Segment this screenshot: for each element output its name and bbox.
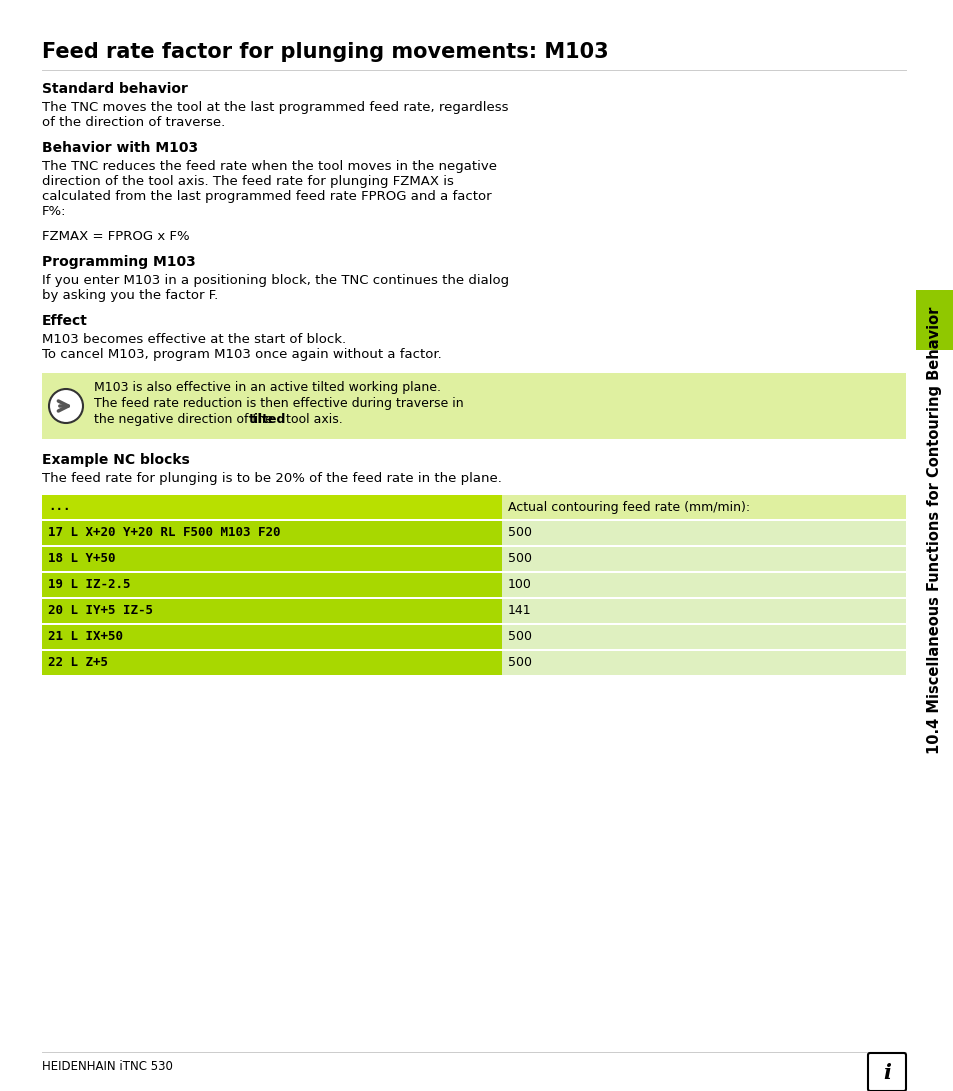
Text: of the direction of traverse.: of the direction of traverse. [42,116,225,129]
Text: M103 becomes effective at the start of block.: M103 becomes effective at the start of b… [42,333,346,346]
Text: HEIDENHAIN iTNC 530: HEIDENHAIN iTNC 530 [42,1060,172,1074]
Text: i: i [882,1063,890,1083]
Text: If you enter M103 in a positioning block, the TNC continues the dialog: If you enter M103 in a positioning block… [42,274,509,287]
Bar [501,547,905,571]
Text: Standard behavior: Standard behavior [42,82,188,96]
Text: 500: 500 [507,527,532,540]
Bar [42,495,501,519]
Text: The feed rate reduction is then effective during traverse in: The feed rate reduction is then effectiv… [94,397,463,410]
Bar [42,651,501,675]
Circle shape [49,389,83,423]
Bar [501,495,905,519]
Bar [42,625,501,649]
Text: 20 L IY+5 IZ-5: 20 L IY+5 IZ-5 [48,604,152,618]
Text: tilted: tilted [248,413,286,425]
Bar [501,651,905,675]
Text: ...: ... [48,501,71,514]
Text: Behavior with M103: Behavior with M103 [42,141,198,155]
Bar [42,521,501,546]
Bar [42,373,905,439]
Text: 141: 141 [507,604,531,618]
Text: Effect: Effect [42,314,88,328]
Text: The TNC moves the tool at the last programmed feed rate, regardless: The TNC moves the tool at the last progr… [42,101,508,113]
Text: F%:: F%: [42,205,67,218]
Bar [501,625,905,649]
Text: 19 L IZ-2.5: 19 L IZ-2.5 [48,578,131,591]
Text: tool axis.: tool axis. [282,413,343,425]
Text: 500: 500 [507,657,532,670]
Text: by asking you the factor F.: by asking you the factor F. [42,289,218,302]
FancyBboxPatch shape [867,1053,905,1091]
Text: Actual contouring feed rate (mm/min):: Actual contouring feed rate (mm/min): [507,501,749,514]
Text: the negative direction of the: the negative direction of the [94,413,276,425]
Text: calculated from the last programmed feed rate FPROG and a factor: calculated from the last programmed feed… [42,190,491,203]
Text: The TNC reduces the feed rate when the tool moves in the negative: The TNC reduces the feed rate when the t… [42,160,497,173]
Text: 10.4 Miscellaneous Functions for Contouring Behavior: 10.4 Miscellaneous Functions for Contour… [926,307,942,754]
Text: The feed rate for plunging is to be 20% of the feed rate in the plane.: The feed rate for plunging is to be 20% … [42,472,501,485]
Bar [42,547,501,571]
Text: Programming M103: Programming M103 [42,255,195,269]
Text: Feed rate factor for plunging movements: M103: Feed rate factor for plunging movements:… [42,41,608,62]
Text: 22 L Z+5: 22 L Z+5 [48,657,108,670]
Text: To cancel M103, program M103 once again without a factor.: To cancel M103, program M103 once again … [42,348,441,361]
Text: 100: 100 [507,578,532,591]
Text: FZMAX = FPROG x F%: FZMAX = FPROG x F% [42,230,190,243]
Bar [501,599,905,623]
Bar [501,521,905,546]
Text: 17 L X+20 Y+20 RL F500 M103 F20: 17 L X+20 Y+20 RL F500 M103 F20 [48,527,280,540]
Text: 21 L IX+50: 21 L IX+50 [48,631,123,644]
Text: 500: 500 [507,552,532,565]
Text: Example NC blocks: Example NC blocks [42,453,190,467]
Bar [42,573,501,597]
Text: M103 is also effective in an active tilted working plane.: M103 is also effective in an active tilt… [94,381,440,394]
Text: 18 L Y+50: 18 L Y+50 [48,552,115,565]
Text: 500: 500 [507,631,532,644]
Bar [915,290,953,350]
Bar [915,0,953,1091]
Text: 349: 349 [874,1060,900,1074]
Bar [501,573,905,597]
Bar [42,599,501,623]
Text: direction of the tool axis. The feed rate for plunging FZMAX is: direction of the tool axis. The feed rat… [42,175,454,188]
